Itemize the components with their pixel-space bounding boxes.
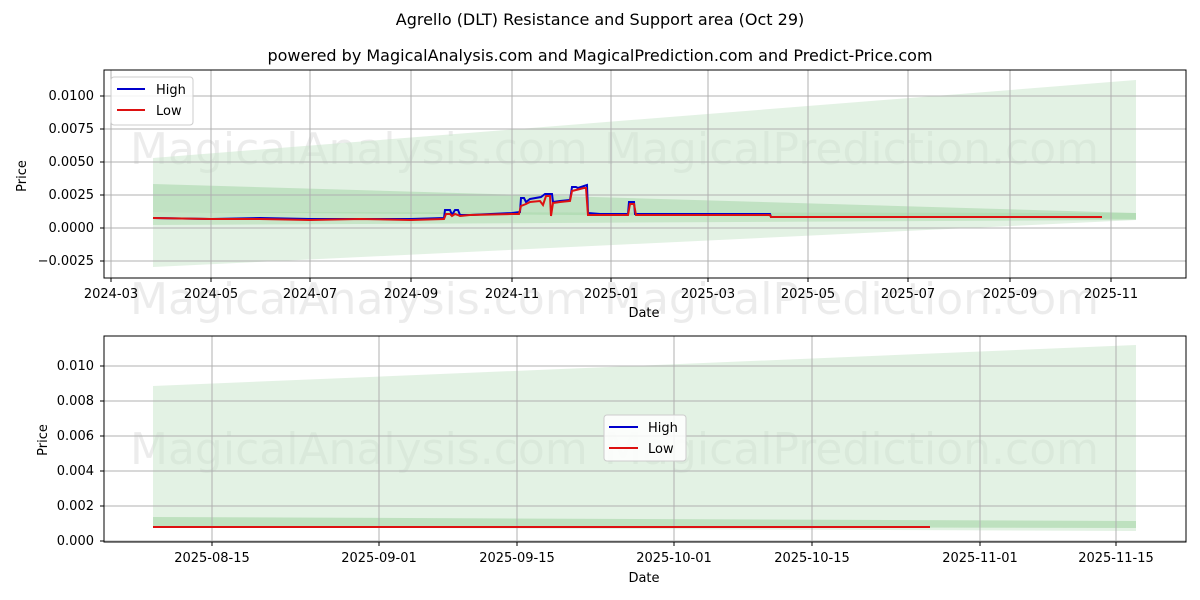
svg-text:2025-05: 2025-05 xyxy=(781,287,835,302)
top-chart: MagicalAnalysis.com MagicalPrediction.co… xyxy=(15,69,1187,325)
svg-text:2024-05: 2024-05 xyxy=(184,287,238,302)
low-line xyxy=(152,187,1102,222)
svg-text:0.006: 0.006 xyxy=(57,429,94,444)
svg-text:2025-09-01: 2025-09-01 xyxy=(341,551,417,566)
svg-text:−0.0025: −0.0025 xyxy=(38,254,94,269)
grid-bottom xyxy=(104,336,1186,542)
svg-text:2025-09: 2025-09 xyxy=(983,287,1037,302)
svg-text:2025-09-15: 2025-09-15 xyxy=(479,551,555,566)
y-tick-labels: −0.0025 0.0000 0.0025 0.0050 0.0075 0.01… xyxy=(38,89,94,269)
watermark-analysis-lower: MagicalAnalysis.com xyxy=(130,274,588,325)
svg-text:0.0100: 0.0100 xyxy=(49,89,95,104)
chart-title: Agrello (DLT) Resistance and Support are… xyxy=(395,10,805,29)
x-tick-marks xyxy=(110,278,1112,282)
svg-text:2024-03: 2024-03 xyxy=(84,287,138,302)
resistance-band-bottom xyxy=(153,517,1136,528)
svg-text:0.0050: 0.0050 xyxy=(49,155,95,170)
svg-text:2025-10-01: 2025-10-01 xyxy=(636,551,712,566)
svg-text:0.004: 0.004 xyxy=(57,464,94,479)
legend-low-label: Low xyxy=(156,104,182,119)
bottom-chart: MagicalAnalysis.com MagicalPrediction.co… xyxy=(36,335,1187,586)
y-tick-labels-bottom: 0.000 0.002 0.004 0.006 0.008 0.010 xyxy=(57,359,94,549)
svg-text:2025-11-15: 2025-11-15 xyxy=(1078,551,1154,566)
support-band xyxy=(153,212,1136,225)
svg-text:2024-11: 2024-11 xyxy=(485,287,539,302)
y-axis-label: Price xyxy=(15,160,30,192)
svg-text:0.008: 0.008 xyxy=(57,394,94,409)
y-tick-marks xyxy=(100,95,104,262)
svg-text:0.0000: 0.0000 xyxy=(49,221,95,236)
grid xyxy=(104,70,1186,278)
svg-text:2025-11-01: 2025-11-01 xyxy=(942,551,1018,566)
svg-text:2025-10-15: 2025-10-15 xyxy=(774,551,850,566)
legend-low-label-bottom: Low xyxy=(648,442,674,457)
svg-text:2025-07: 2025-07 xyxy=(881,287,935,302)
svg-text:0.0025: 0.0025 xyxy=(49,188,95,203)
legend-high-label-bottom: High xyxy=(648,421,678,436)
svg-text:2025-08-15: 2025-08-15 xyxy=(174,551,250,566)
legend-high-label: High xyxy=(156,83,186,98)
svg-text:2025-03: 2025-03 xyxy=(681,287,735,302)
svg-text:0.010: 0.010 xyxy=(57,359,94,374)
chart-subtitle: powered by MagicalAnalysis.com and Magic… xyxy=(267,46,933,65)
x-axis-label-bottom: Date xyxy=(628,571,659,586)
svg-text:0.002: 0.002 xyxy=(57,499,94,514)
x-tick-labels: 2024-03 2024-05 2024-07 2024-09 2024-11 … xyxy=(84,287,1138,302)
svg-text:0.000: 0.000 xyxy=(57,534,94,549)
x-tick-marks-bottom xyxy=(211,542,1117,546)
y-axis-label-bottom: Price xyxy=(36,424,51,456)
svg-text:2025-11: 2025-11 xyxy=(1084,287,1138,302)
plot-frame xyxy=(103,69,1187,279)
svg-text:2024-09: 2024-09 xyxy=(384,287,438,302)
legend-bottom: High Low xyxy=(603,414,687,462)
outer-band xyxy=(153,80,1136,267)
x-tick-labels-bottom: 2025-08-15 2025-09-01 2025-09-15 2025-10… xyxy=(174,551,1154,566)
svg-text:0.0075: 0.0075 xyxy=(49,122,95,137)
watermark-prediction-lower: MagicalPrediction.com xyxy=(604,274,1099,325)
plot-frame-bottom xyxy=(103,335,1187,543)
x-axis-label: Date xyxy=(628,306,659,321)
svg-text:2024-07: 2024-07 xyxy=(283,287,337,302)
legend: High Low xyxy=(110,76,194,126)
svg-text:2025-01: 2025-01 xyxy=(584,287,638,302)
y-tick-marks-bottom xyxy=(100,365,104,542)
resistance-band xyxy=(153,184,1136,219)
